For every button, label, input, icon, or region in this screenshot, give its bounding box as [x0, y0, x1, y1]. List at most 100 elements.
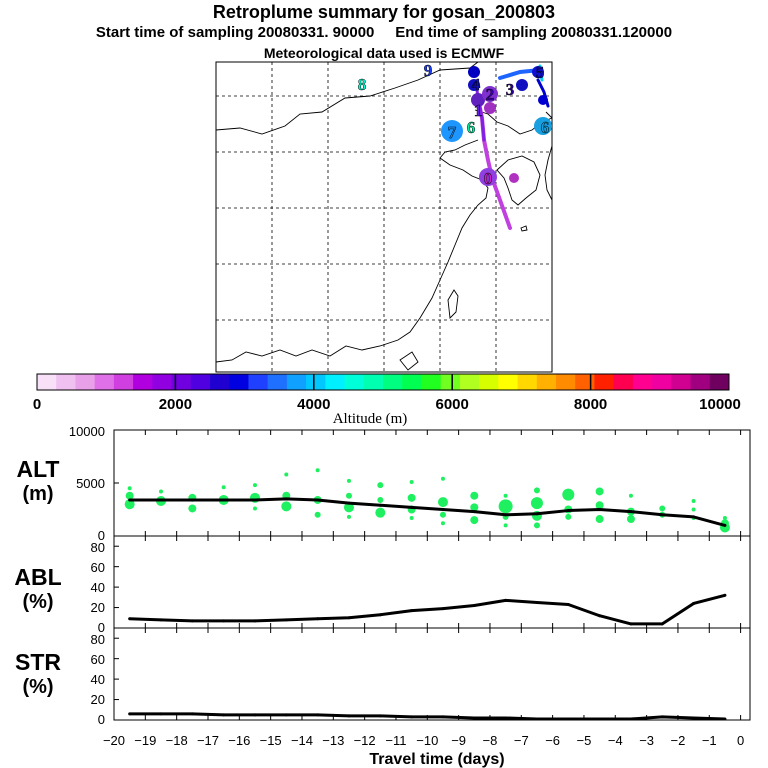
alt-scatter-point	[722, 515, 727, 520]
alt-point	[378, 503, 382, 507]
plume-blob	[441, 120, 463, 142]
alt-scatter-point	[691, 507, 696, 512]
met-data-label: Meteorological data used is ECMWF	[263, 45, 505, 61]
plume-label: 2	[486, 85, 495, 104]
str-point	[723, 717, 727, 721]
abl-point	[128, 617, 132, 621]
abl-point	[441, 607, 445, 611]
colorbar-swatch	[325, 374, 346, 390]
coastline-japan	[544, 111, 553, 201]
alt-scatter-point	[188, 504, 197, 513]
alt-scatter-point	[221, 485, 226, 490]
abl-ytick-label: 0	[98, 620, 105, 635]
alt-scatter-point	[252, 483, 257, 488]
alt-scatter-point	[124, 499, 135, 510]
x-tick-label: −2	[671, 733, 686, 748]
sampling-times: Start time of sampling 20080331. 90000 E…	[0, 24, 768, 41]
alt-point	[159, 498, 163, 502]
plume-blob	[484, 102, 496, 114]
alt-scatter-point	[595, 487, 604, 496]
alt-marks	[113, 429, 742, 537]
abl-ylabel: ABL	[14, 564, 61, 590]
alt-scatter-point	[503, 523, 508, 528]
alt-scatter-point	[284, 472, 289, 477]
plume-blob	[468, 66, 480, 78]
plume-label: 5	[536, 63, 545, 82]
alt-scatter-point	[659, 505, 666, 512]
abl-ytick-label: 80	[91, 540, 105, 555]
coastline-korea	[496, 155, 541, 206]
str-point	[598, 717, 602, 721]
alt-panel-frame	[113, 429, 751, 537]
str-line	[129, 712, 725, 721]
plume-blob	[516, 79, 528, 91]
colorbar-tick-label: 0	[33, 396, 41, 413]
colorbar-swatch	[229, 374, 249, 390]
alt-scatter-point	[345, 492, 352, 499]
str-point	[692, 716, 696, 720]
x-tick-label: −18	[166, 733, 188, 748]
str-point	[535, 717, 539, 721]
colorbar-swatch	[37, 374, 57, 390]
plume-label: 7	[448, 123, 457, 142]
colorbar-swatch	[133, 374, 153, 390]
alt-scatter-point	[595, 515, 604, 524]
x-axis-label: Travel time (days)	[369, 751, 504, 768]
abl-point	[660, 622, 664, 626]
coastline-taiwan	[447, 289, 459, 319]
alt-point	[410, 505, 414, 509]
alt-point	[222, 498, 226, 502]
abl-point	[629, 622, 633, 626]
plume-blob	[479, 168, 497, 186]
alt-ytick-label: 10000	[69, 424, 105, 439]
colorbar-swatch	[56, 374, 76, 390]
plume-blob	[509, 173, 519, 183]
alt-scatter-point	[375, 507, 386, 518]
alt-scatter-point	[470, 491, 479, 500]
colorbar-axis-label: Altitude (m)	[333, 411, 408, 427]
abl-point	[535, 600, 539, 604]
colorbar-swatch	[498, 374, 519, 390]
alt-scatter-point	[628, 493, 633, 498]
x-tick-label: −9	[451, 733, 466, 748]
str-point	[629, 717, 633, 721]
x-tick-label: −1	[702, 733, 717, 748]
x-tick-label: −19	[134, 733, 156, 748]
alt-scatter-point	[562, 488, 575, 501]
x-tick-label: −10	[416, 733, 438, 748]
abl-ytick-label: 60	[91, 560, 105, 575]
str-panel-frame	[113, 627, 751, 721]
colorbar-swatch	[613, 374, 634, 390]
colorbar-tick-label: 6000	[436, 396, 469, 413]
map-gridlines	[216, 62, 552, 372]
abl-yticks: 0 20 40 60 80	[91, 540, 105, 635]
colorbar-swatch	[248, 374, 269, 390]
alt-scatter-point	[125, 491, 134, 500]
alt-scatter-point	[565, 513, 572, 520]
str-point	[190, 712, 194, 716]
plume-label: 1	[474, 101, 483, 120]
x-tick-label: −3	[639, 733, 654, 748]
start-time-label: Start time of sampling 20080331. 90000	[95, 24, 375, 41]
end-time-label: End time of sampling 20080331.120000	[395, 24, 673, 41]
x-tick-label: −13	[322, 733, 344, 748]
abl-point	[504, 598, 508, 602]
alt-point	[190, 498, 194, 502]
abl-point	[378, 613, 382, 617]
colorbar: 0 2000 4000 6000 8000 10000 Altitude (m)	[33, 373, 741, 427]
alt-scatter-point	[377, 496, 384, 503]
str-point	[347, 714, 351, 718]
abl-point	[190, 619, 194, 623]
alt-scatter-point	[346, 514, 351, 519]
alt-scatter-point	[440, 476, 445, 481]
plume-blob	[482, 86, 498, 102]
str-ytick-label: 40	[91, 672, 105, 687]
alt-scatter-point	[346, 478, 351, 483]
colorbar-swatch	[556, 374, 576, 390]
alt-scatter-point	[470, 516, 479, 525]
str-point	[253, 713, 257, 717]
abl-marks	[113, 536, 742, 629]
alt-point	[253, 498, 257, 502]
str-point	[660, 715, 664, 719]
str-point	[472, 716, 476, 720]
